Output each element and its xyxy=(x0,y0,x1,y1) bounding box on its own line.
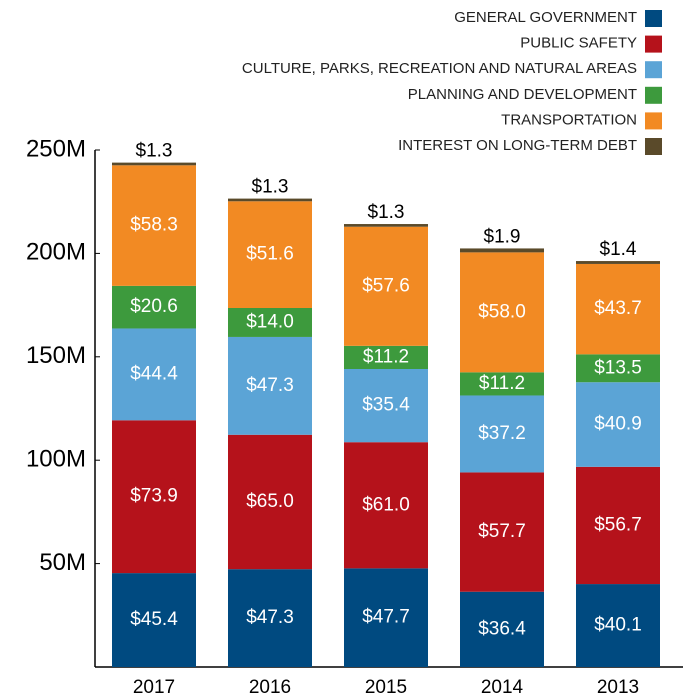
legend-label: PUBLIC SAFETY xyxy=(520,35,637,52)
data-label: $47.3 xyxy=(246,375,294,396)
bar-segment xyxy=(228,198,312,202)
legend-swatch xyxy=(645,35,662,53)
data-label: $1.4 xyxy=(600,239,637,260)
data-label: $56.7 xyxy=(594,514,642,535)
legend-swatch xyxy=(645,138,662,155)
bar-segment xyxy=(460,372,544,396)
x-tick-label: 2016 xyxy=(249,677,291,698)
data-label: $44.4 xyxy=(130,363,178,384)
bar-segment xyxy=(228,569,312,667)
bar-segment xyxy=(228,434,312,570)
data-label: $11.2 xyxy=(363,346,409,367)
bar-segment xyxy=(112,328,196,421)
data-label: $58.3 xyxy=(130,215,178,236)
legend-label: CULTURE, PARKS, RECREATION AND NATURAL A… xyxy=(242,60,637,77)
data-label: $20.6 xyxy=(130,296,178,317)
bar-segment xyxy=(344,568,428,667)
legend-label: TRANSPORTATION xyxy=(501,111,637,128)
data-label: $1.9 xyxy=(484,226,521,247)
bar-segment xyxy=(112,285,196,329)
data-label: $57.6 xyxy=(362,275,410,296)
data-label: $1.3 xyxy=(368,202,405,223)
data-label: $47.7 xyxy=(362,607,410,628)
data-label: $45.4 xyxy=(130,609,178,630)
legend-swatch xyxy=(645,61,662,79)
bar-segment xyxy=(576,382,660,467)
bar-segment xyxy=(460,472,544,592)
data-label: $11.2 xyxy=(479,373,525,394)
data-label: $1.3 xyxy=(136,141,173,162)
y-tick-label: 100M xyxy=(26,446,86,473)
bar-segment xyxy=(344,226,428,346)
bar-segment xyxy=(576,354,660,383)
bar-segment xyxy=(228,307,312,337)
y-tick-label: 250M xyxy=(26,135,86,162)
legend-swatch xyxy=(645,86,662,104)
data-label: $13.5 xyxy=(594,357,642,378)
bar-segment xyxy=(112,165,196,286)
data-label: $47.3 xyxy=(246,607,294,628)
bar-segment xyxy=(228,336,312,435)
x-tick-label: 2015 xyxy=(365,677,407,698)
bar-segment xyxy=(576,466,660,585)
bar-segment xyxy=(576,261,660,264)
data-label: $57.7 xyxy=(478,521,526,542)
x-tick-label: 2014 xyxy=(481,677,524,698)
y-tick-label: 50M xyxy=(39,549,86,576)
x-tick-label: 2013 xyxy=(597,677,639,698)
bar-segment xyxy=(576,263,660,355)
bar-segment xyxy=(112,162,196,166)
legend-label: PLANNING AND DEVELOPMENT xyxy=(408,86,637,103)
bar-segment xyxy=(344,345,428,370)
bar-segment xyxy=(112,420,196,574)
data-label: $40.1 xyxy=(594,615,642,636)
legend-swatch xyxy=(645,112,662,130)
x-tick-label: 2017 xyxy=(133,677,175,698)
data-label: $40.9 xyxy=(594,414,642,435)
bar-segment xyxy=(460,591,544,667)
data-label: $37.2 xyxy=(478,423,526,444)
data-label: $36.4 xyxy=(478,618,526,639)
data-label: $14.0 xyxy=(246,311,294,332)
bar-segment xyxy=(576,584,660,667)
y-tick-label: 200M xyxy=(26,239,86,266)
bar-segment xyxy=(228,201,312,308)
data-label: $61.0 xyxy=(362,494,410,515)
legend-swatch xyxy=(645,10,662,27)
data-label: $51.6 xyxy=(246,244,294,265)
bar-segment xyxy=(460,248,544,253)
data-label: $73.9 xyxy=(130,486,178,507)
bar-segment xyxy=(112,573,196,667)
bar-segment xyxy=(460,252,544,373)
bar-segment xyxy=(344,369,428,443)
bar-segment xyxy=(460,395,544,473)
data-label: $43.7 xyxy=(594,298,642,319)
data-label: $1.3 xyxy=(252,177,289,198)
data-label: $35.4 xyxy=(362,395,410,416)
data-label: $65.0 xyxy=(246,491,294,512)
data-label: $58.0 xyxy=(478,301,526,322)
bar-segment xyxy=(344,442,428,569)
legend-label: INTEREST ON LONG-TERM DEBT xyxy=(398,137,637,154)
legend-label: GENERAL GOVERNMENT xyxy=(454,9,637,26)
y-tick-label: 150M xyxy=(26,342,86,369)
bar-segment xyxy=(344,224,428,227)
